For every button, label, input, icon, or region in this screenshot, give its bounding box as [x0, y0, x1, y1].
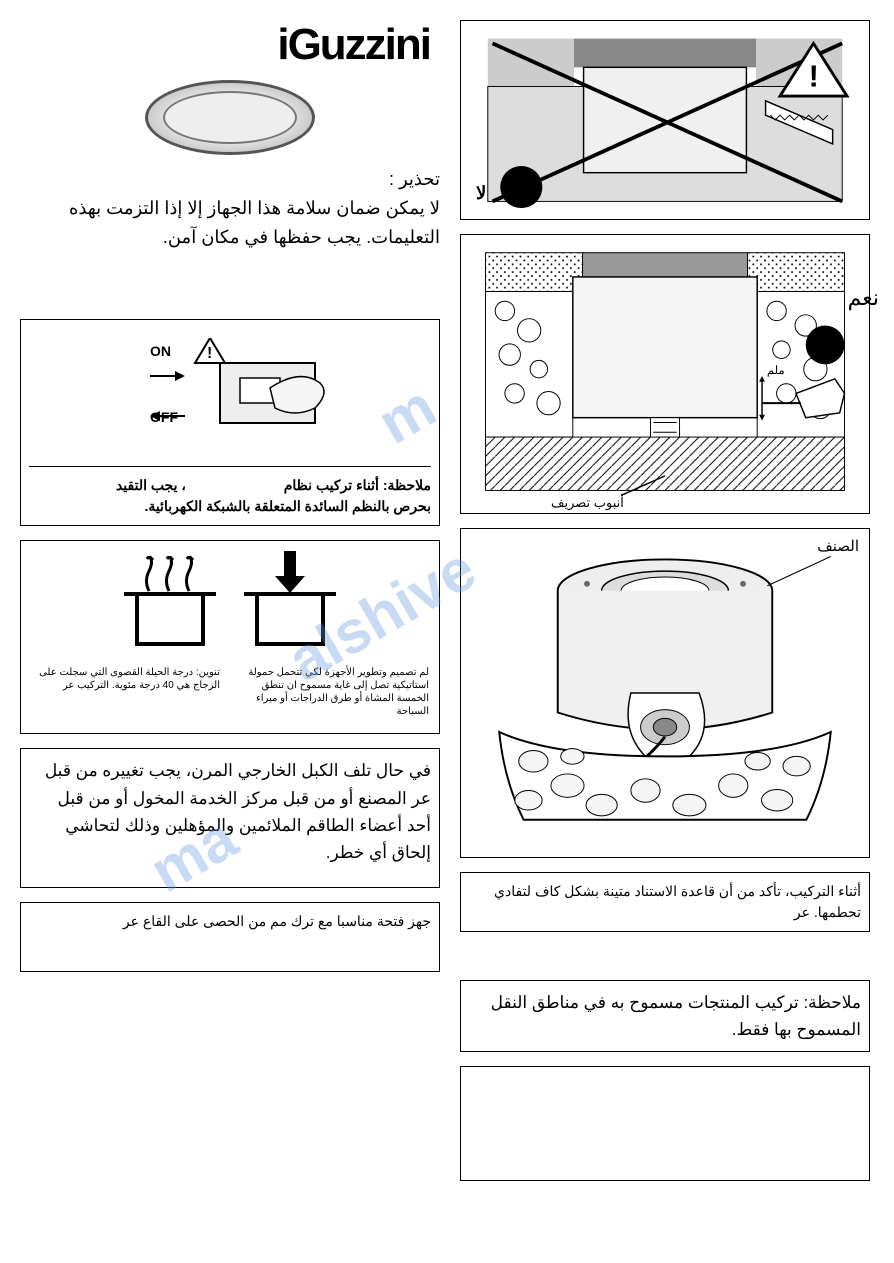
insert-pot-icon: [255, 596, 325, 646]
cable-warning-box: في حال تلف الكبل الخارجي المرن، يجب تغيي…: [20, 748, 440, 888]
note-prefix: ملاحظة: أثناء تركيب نظام: [284, 477, 431, 493]
spacer: [460, 946, 870, 966]
left-column: iGuzzini تحذير : لا يمكن ضمان سلامة هذا …: [20, 20, 440, 1181]
note-body: بحرص بالنظم السائدة المتعلقة بالشبكة الك…: [144, 498, 431, 514]
heat-caption-right: لم تصميم وتطوير الأجهزة لكي تتحمل حمولة …: [240, 666, 429, 718]
base-note-box: أثناء التركيب، تأكد من أن قاعدة الاستناد…: [460, 872, 870, 932]
wrong-install-box: ! لا: [460, 20, 870, 220]
gravel-text: جهز فتحة مناسبا مع ترك مم من الحصى على ا…: [29, 911, 431, 932]
transport-note: ملاحظة: تركيب المنتجات مسموح به في مناطق…: [469, 989, 861, 1043]
category-label: الصنف: [817, 537, 859, 555]
heat-waves-icon: [144, 556, 204, 596]
heat-icons-box: لم تصميم وتطوير الأجهزة لكي تتحمل حمولة …: [20, 540, 440, 734]
svg-text:!: !: [207, 345, 212, 362]
correct-install-box: ملم نعم أنبوب تصريف: [460, 234, 870, 514]
on-off-labels: ON OFF: [150, 343, 178, 425]
yes-label: نعم: [848, 285, 879, 311]
icons-row: [31, 556, 429, 666]
switch-warning-box: ! ON OFF ملاحظة: أثنا: [20, 319, 440, 526]
right-column: ! لا: [460, 20, 870, 1181]
product-ring-icon: [145, 80, 315, 155]
no-label: لا: [476, 183, 486, 204]
warning-body: لا يمكن ضمان سلامة هذا الجهاز إلا إذا ال…: [20, 194, 440, 252]
header-block: iGuzzini تحذير : لا يمكن ضمان سلامة هذا …: [20, 20, 440, 251]
gravel-box: جهز فتحة مناسبا مع ترك مم من الحصى على ا…: [20, 902, 440, 972]
transport-note-box: ملاحظة: تركيب المنتجات مسموح به في مناطق…: [460, 980, 870, 1052]
mm-label: ملم: [767, 364, 785, 377]
warning-title: تحذير :: [20, 165, 440, 194]
wrong-install-diagram: !: [469, 29, 861, 211]
drain-label: أنبوب تصريف: [551, 495, 624, 511]
off-label: OFF: [150, 409, 178, 425]
heat-caption-left: تنوين: درجة الحيلة القصوى التي سجلت على …: [31, 666, 220, 718]
logo-area: iGuzzini: [20, 20, 440, 70]
brand-logo: iGuzzini: [277, 20, 430, 69]
product-image: [20, 80, 440, 155]
on-label: ON: [150, 343, 178, 359]
empty-box: [460, 1066, 870, 1181]
heat-icon-col: [135, 576, 205, 656]
base-note: أثناء التركيب، تأكد من أن قاعدة الاستناد…: [469, 881, 861, 923]
page-container: iGuzzini تحذير : لا يمكن ضمان سلامة هذا …: [0, 0, 894, 1201]
insert-icon-col: [255, 576, 325, 656]
spacer: [20, 265, 440, 305]
cable-text: في حال تلف الكبل الخارجي المرن، يجب تغيي…: [29, 757, 431, 866]
correct-install-diagram: ملم: [469, 243, 861, 505]
electrical-note: ملاحظة: أثناء تركيب نظام ، يجب التقيد بح…: [29, 466, 431, 517]
switch-illustration: ! ON OFF: [29, 328, 431, 458]
heat-pot-icon: [135, 596, 205, 646]
svg-text:!: !: [809, 59, 819, 93]
note-suffix: ، يجب التقيد: [116, 477, 186, 493]
product-3d-box: الصنف: [460, 528, 870, 858]
arrow-down-icon: [270, 551, 310, 601]
product-cutaway-diagram: [469, 537, 861, 849]
